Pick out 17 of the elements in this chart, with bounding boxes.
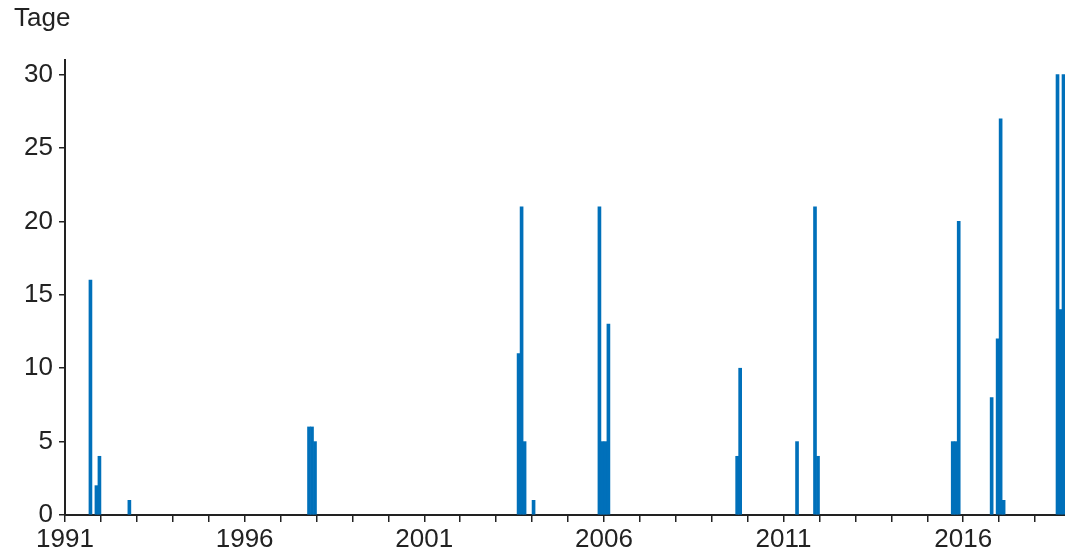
y-tick-label: 5 [38,424,53,455]
y-tick-label: 20 [24,204,53,235]
x-tick-label: 2011 [755,522,812,553]
x-tick-label: 1996 [215,522,274,553]
y-tick-label: 30 [24,57,53,88]
bar [956,221,961,515]
y-tick-label: 25 [24,131,53,162]
bar [795,441,799,515]
y-tick-label: 10 [24,351,53,382]
y-axis-title: Tage [14,2,71,33]
bar [1061,74,1065,515]
y-tick-label: 15 [24,278,53,309]
x-tick-label: 2001 [395,522,454,553]
bar [813,206,817,515]
bar [738,367,742,515]
x-tick-label: 2016 [934,522,993,553]
x-tick-label: 2006 [575,522,633,553]
